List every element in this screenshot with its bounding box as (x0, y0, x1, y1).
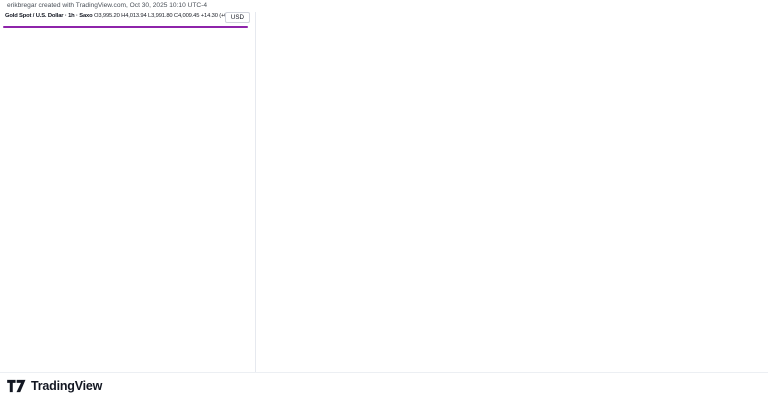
symbol-title: Gold Spot / U.S. Dollar · 1h · Saxo (5, 13, 94, 19)
brand-name: TradingView (31, 379, 103, 393)
currency-toggle[interactable]: USD (224, 12, 250, 23)
chart-panel: Gold Spot / U.S. Dollar · 1h · Saxo O3,9… (0, 12, 256, 372)
tradingview-logo[interactable]: TradingView (7, 379, 102, 393)
footer-bar: TradingView (0, 372, 768, 400)
tradingview-logo-icon (7, 379, 26, 393)
active-chart-underline (3, 25, 248, 28)
ohlc-values: O3,995.20 H4,013.94 L3,991.80 C4,009.45 (93, 13, 200, 19)
change-value: +14.30 (+0.36%) (199, 13, 242, 19)
chart-grid: Gold Spot / U.S. Dollar · 1h · Saxo O3,9… (0, 12, 768, 372)
chart-legend: Gold Spot / U.S. Dollar · 1h · Saxo O3,9… (5, 13, 251, 25)
attribution-text: erikbregar created with TradingView.com,… (7, 2, 207, 9)
